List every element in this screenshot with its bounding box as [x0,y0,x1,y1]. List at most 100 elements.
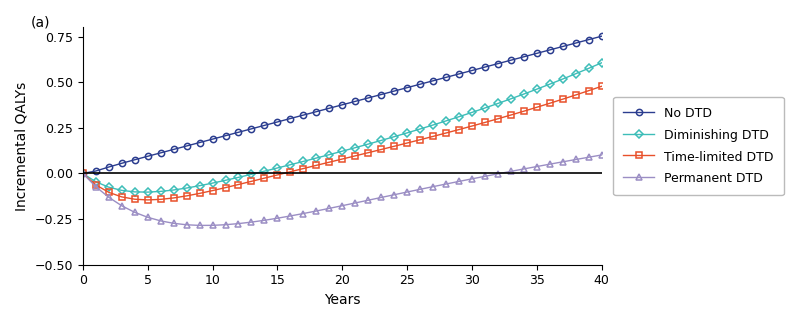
Permanent DTD [325,206,334,210]
Time-limited DTD [273,173,282,177]
Permanent DTD [156,219,166,223]
Time-limited DTD [480,120,490,124]
Time-limited DTD [117,195,126,199]
Permanent DTD [286,214,295,218]
Diminishing DTD [260,169,270,173]
Permanent DTD [91,185,101,189]
Time-limited DTD [493,117,502,121]
Permanent DTD [246,220,256,224]
No DTD [325,106,334,110]
Diminishing DTD [545,82,554,86]
Permanent DTD [117,204,126,208]
Diminishing DTD [78,172,87,175]
Diminishing DTD [597,61,606,65]
Permanent DTD [78,172,87,175]
Line: Diminishing DTD: Diminishing DTD [80,60,605,195]
Time-limited DTD [208,189,218,193]
Diminishing DTD [428,123,438,127]
Time-limited DTD [286,170,295,174]
Time-limited DTD [350,154,360,158]
Time-limited DTD [363,151,373,155]
Time-limited DTD [415,138,425,142]
No DTD [390,89,399,93]
Permanent DTD [363,198,373,202]
Time-limited DTD [597,84,606,88]
No DTD [286,117,295,120]
Diminishing DTD [273,166,282,170]
Diminishing DTD [169,188,178,192]
Diminishing DTD [234,175,243,179]
No DTD [584,38,594,42]
Time-limited DTD [584,89,594,92]
Time-limited DTD [91,183,101,187]
Diminishing DTD [480,106,490,110]
Permanent DTD [390,193,399,197]
Permanent DTD [545,162,554,166]
No DTD [338,103,347,107]
Diminishing DTD [390,135,399,139]
Diminishing DTD [584,66,594,70]
Diminishing DTD [532,87,542,91]
No DTD [273,120,282,124]
Diminishing DTD [130,190,139,194]
Permanent DTD [571,157,581,161]
Permanent DTD [442,182,451,186]
No DTD [350,99,360,103]
Diminishing DTD [506,97,516,101]
Time-limited DTD [194,192,204,195]
Time-limited DTD [402,141,412,145]
Diminishing DTD [350,146,360,150]
Diminishing DTD [208,181,218,185]
No DTD [130,158,139,162]
Time-limited DTD [442,131,451,135]
Time-limited DTD [221,186,230,190]
Time-limited DTD [545,101,554,105]
Time-limited DTD [454,128,464,131]
Diminishing DTD [325,153,334,156]
Time-limited DTD [246,179,256,183]
Legend: No DTD, Diminishing DTD, Time-limited DTD, Permanent DTD: No DTD, Diminishing DTD, Time-limited DT… [614,97,784,195]
Permanent DTD [221,223,230,227]
Time-limited DTD [234,183,243,186]
Permanent DTD [350,201,360,205]
No DTD [571,41,581,45]
Time-limited DTD [532,105,542,109]
Permanent DTD [415,187,425,191]
Diminishing DTD [442,119,451,123]
No DTD [558,44,568,48]
Permanent DTD [480,175,490,178]
Time-limited DTD [467,124,477,128]
X-axis label: Years: Years [324,293,361,307]
No DTD [519,55,529,59]
Permanent DTD [493,172,502,176]
Diminishing DTD [298,159,308,163]
Diminishing DTD [143,190,153,194]
Time-limited DTD [390,144,399,148]
No DTD [597,34,606,38]
Permanent DTD [428,185,438,189]
No DTD [442,75,451,79]
Permanent DTD [130,210,139,214]
Permanent DTD [377,195,386,199]
No DTD [377,92,386,96]
Permanent DTD [260,218,270,222]
No DTD [506,58,516,62]
Time-limited DTD [558,97,568,101]
Line: Time-limited DTD: Time-limited DTD [80,83,605,203]
No DTD [221,134,230,137]
Time-limited DTD [519,109,529,113]
Time-limited DTD [571,93,581,97]
Permanent DTD [338,204,347,208]
Diminishing DTD [311,156,321,160]
Diminishing DTD [286,163,295,166]
No DTD [91,169,101,173]
No DTD [117,161,126,165]
Time-limited DTD [428,135,438,138]
No DTD [428,79,438,83]
Text: (a): (a) [31,15,50,30]
No DTD [493,62,502,66]
Time-limited DTD [311,164,321,167]
Diminishing DTD [91,180,101,184]
No DTD [415,82,425,86]
Diminishing DTD [182,186,191,190]
